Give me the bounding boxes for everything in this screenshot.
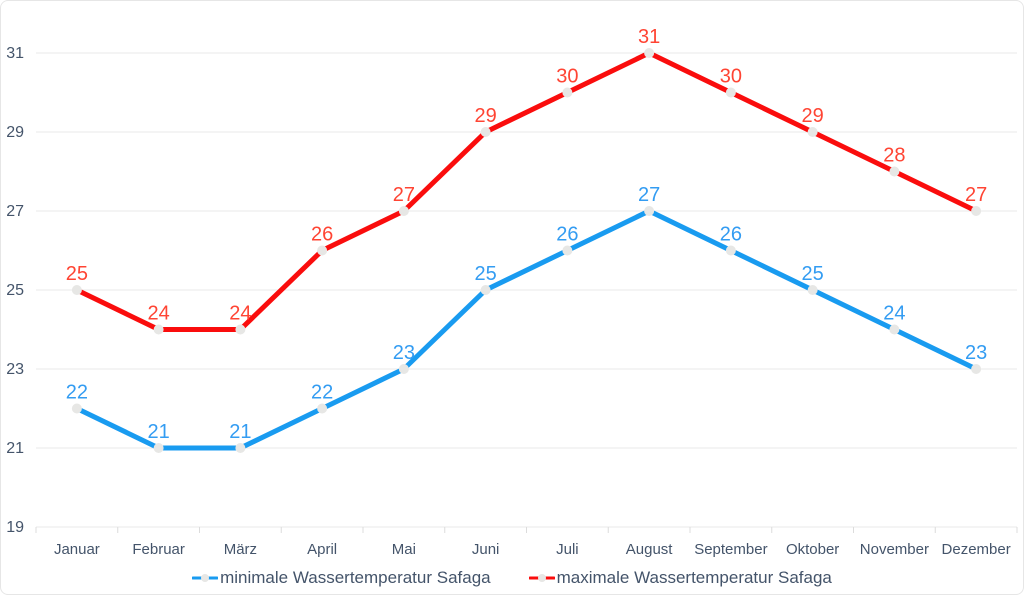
data-point-marker — [562, 87, 573, 98]
x-axis-label: November — [860, 541, 929, 558]
data-point-marker — [398, 206, 409, 216]
data-label: 30 — [556, 66, 578, 88]
data-point-marker — [235, 324, 246, 335]
data-label: 24 — [883, 303, 905, 325]
data-label: 26 — [311, 224, 333, 246]
x-axis-label: April — [307, 541, 337, 558]
legend-line-marker-icon — [192, 574, 219, 582]
data-point-marker — [71, 285, 82, 295]
data-point-marker — [562, 245, 573, 256]
legend-label: minimale Wassertemperatur Safaga — [220, 568, 491, 587]
y-axis-label: 27 — [6, 203, 24, 220]
data-label: 23 — [393, 342, 415, 364]
legend-dot — [537, 574, 546, 582]
data-point-marker — [480, 127, 491, 137]
data-point-marker — [480, 285, 491, 295]
x-axis-label: Mai — [392, 541, 416, 558]
data-label: 29 — [802, 105, 824, 127]
data-point-marker — [235, 443, 246, 453]
y-axis-label: 23 — [6, 361, 24, 378]
x-axis-label: September — [694, 541, 767, 558]
legend-line-marker-icon — [528, 574, 555, 582]
data-point-marker — [807, 127, 818, 137]
data-point-marker — [725, 245, 736, 256]
y-axis-label: 31 — [6, 45, 24, 62]
data-label: 24 — [148, 303, 170, 325]
x-axis-label: Januar — [54, 541, 100, 558]
y-axis-label: 29 — [6, 124, 24, 141]
data-point-marker — [971, 206, 982, 216]
data-point-marker — [398, 364, 409, 374]
data-point-marker — [807, 285, 818, 295]
y-axis-label: 21 — [6, 440, 24, 457]
chart-legend: minimale Wassertemperatur Safaga maximale… — [1, 565, 1023, 591]
data-point-marker — [644, 206, 655, 216]
data-point-marker — [317, 245, 328, 256]
data-point-marker — [153, 324, 164, 335]
data-point-marker — [153, 443, 164, 453]
x-axis-label: März — [224, 541, 257, 558]
data-label: 27 — [638, 184, 660, 206]
data-label: 28 — [883, 145, 905, 167]
data-label: 21 — [229, 421, 251, 443]
data-label: 26 — [556, 224, 578, 246]
data-label: 24 — [229, 303, 251, 325]
x-axis-label: Februar — [132, 541, 185, 558]
y-axis-label: 25 — [6, 282, 24, 299]
data-label: 31 — [638, 26, 660, 48]
data-point-marker — [644, 48, 655, 58]
data-label: 30 — [720, 66, 742, 88]
data-label: 25 — [66, 263, 88, 285]
data-label: 25 — [802, 263, 824, 285]
data-point-marker — [889, 324, 900, 335]
data-point-marker — [725, 87, 736, 98]
data-point-marker — [971, 364, 982, 374]
x-axis-label: Oktober — [786, 541, 839, 558]
x-axis-label: Juli — [556, 541, 579, 558]
legend-item-min: minimale Wassertemperatur Safaga — [192, 568, 491, 588]
data-label: 22 — [311, 382, 333, 404]
data-label: 23 — [965, 342, 987, 364]
y-axis-label: 19 — [6, 519, 24, 536]
legend-item-max: maximale Wassertemperatur Safaga — [528, 568, 832, 588]
data-label: 26 — [720, 224, 742, 246]
series-line-max — [74, 50, 979, 332]
x-axis-label: Juni — [472, 541, 500, 558]
legend-label: maximale Wassertemperatur Safaga — [556, 568, 832, 587]
x-axis-label: Dezember — [942, 541, 1011, 558]
data-point-marker — [71, 403, 82, 414]
data-label: 29 — [475, 105, 497, 127]
legend-dot — [201, 574, 210, 582]
data-point-marker — [317, 403, 328, 414]
data-label: 27 — [965, 184, 987, 206]
data-label: 27 — [393, 184, 415, 206]
data-label: 21 — [148, 421, 170, 443]
data-label: 25 — [475, 263, 497, 285]
x-axis-label: August — [626, 541, 674, 558]
data-label: 22 — [66, 382, 88, 404]
series-line-min — [74, 208, 979, 451]
data-point-marker — [889, 166, 900, 177]
